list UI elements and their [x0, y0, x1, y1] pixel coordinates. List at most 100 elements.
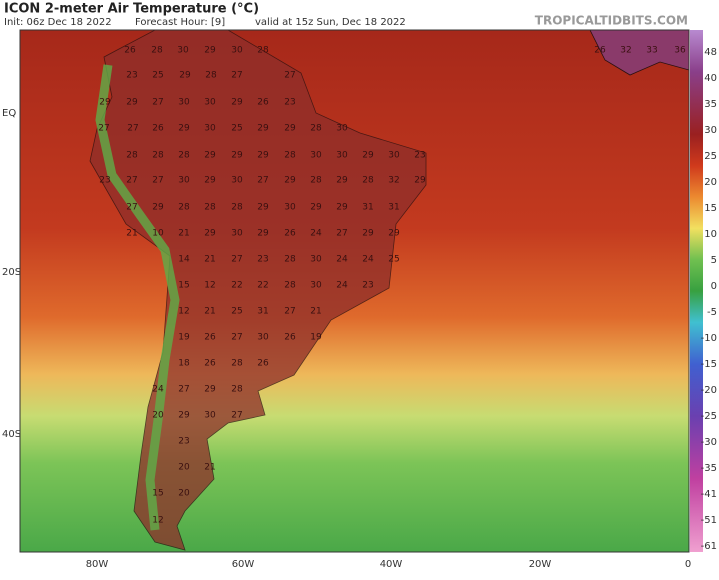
temp-label: 29 [204, 385, 216, 395]
temp-label: 29 [336, 203, 348, 213]
temp-label: 23 [284, 98, 295, 108]
temp-label: 27 [257, 176, 268, 186]
colorbar-label: -5 [707, 307, 717, 318]
colorbar-label: -51 [701, 515, 717, 526]
temp-label: 29 [414, 176, 426, 186]
temp-label: 28 [178, 151, 190, 161]
temp-label: 21 [126, 229, 137, 239]
temp-label: 23 [99, 176, 110, 186]
temp-label: 28 [231, 359, 243, 369]
temp-label: 28 [204, 203, 216, 213]
lon-label: 0 [685, 559, 691, 570]
temp-label: 27 [152, 176, 163, 186]
temp-label: 23 [257, 255, 268, 265]
temp-label: 31 [388, 203, 399, 213]
colorbar-label: -41 [701, 489, 717, 500]
temp-label: 29 [257, 124, 269, 134]
temp-label: 29 [204, 46, 216, 56]
colorbar-label: 5 [711, 255, 717, 266]
temp-label: 23 [362, 281, 373, 291]
colorbar-label: -10 [701, 333, 717, 344]
temp-label: 28 [178, 203, 190, 213]
colorbar-label: 30 [704, 125, 717, 136]
temp-label: 27 [231, 333, 242, 343]
temp-label: 30 [178, 176, 190, 186]
title: ICON 2-meter Air Temperature (°C) [4, 2, 259, 17]
temp-label: 28 [284, 255, 296, 265]
temp-label: 26 [594, 46, 606, 56]
temp-label: 30 [231, 46, 243, 56]
temp-label: 30 [336, 124, 348, 134]
colorbar-label: -20 [701, 385, 717, 396]
temp-label: 25 [152, 71, 163, 81]
temp-label: 27 [336, 229, 347, 239]
temp-label: 27 [231, 255, 242, 265]
watermark: TROPICALTIDBITS.COM [535, 14, 688, 28]
temp-label: 28 [231, 385, 243, 395]
temp-label: 29 [178, 411, 190, 421]
temp-label: 29 [336, 176, 348, 186]
temp-label: 12 [178, 307, 189, 317]
temp-label: 29 [257, 229, 269, 239]
temp-label: 29 [257, 203, 269, 213]
temp-label: 30 [178, 98, 190, 108]
colorbar-label: -15 [701, 359, 717, 370]
temp-label: 20 [178, 489, 190, 499]
colorbar-label: -30 [701, 437, 717, 448]
temp-label: 22 [257, 281, 268, 291]
temp-label: 29 [126, 98, 138, 108]
temp-label: 30 [310, 255, 322, 265]
temp-label: 21 [204, 307, 215, 317]
lat-label: EQ [2, 108, 16, 119]
colorbar-label: 35 [704, 99, 717, 110]
temp-label: 31 [257, 307, 268, 317]
temp-label: 30 [204, 98, 216, 108]
temp-label: 27 [284, 307, 295, 317]
temp-label: 29 [179, 71, 191, 81]
temp-label: 29 [231, 98, 243, 108]
temp-label: 30 [388, 151, 400, 161]
temp-label: 24 [336, 255, 348, 265]
temp-label: 33 [646, 46, 657, 56]
temp-label: 20 [178, 463, 190, 473]
colorbar-label: 0 [711, 281, 717, 292]
temp-label: 24 [336, 281, 348, 291]
temp-label: 36 [674, 46, 686, 56]
temp-label: 23 [126, 71, 137, 81]
temp-label: 28 [310, 124, 322, 134]
temp-label: 19 [178, 333, 190, 343]
lon-label: 60W [232, 559, 255, 570]
temp-label: 24 [310, 229, 322, 239]
temp-label: 27 [152, 98, 163, 108]
temp-label: 25 [231, 307, 242, 317]
temp-label: 26 [257, 98, 269, 108]
temp-label: 29 [284, 124, 296, 134]
temp-label: 29 [388, 229, 400, 239]
temp-label: 25 [388, 255, 399, 265]
forecast-hour: Forecast Hour: [9] [135, 17, 225, 28]
temp-label: 28 [151, 46, 163, 56]
colorbar-label: -61 [701, 541, 717, 552]
temp-label: 27 [126, 176, 137, 186]
temp-label: 12 [152, 516, 163, 526]
temp-label: 28 [362, 176, 374, 186]
temp-label: 26 [257, 359, 269, 369]
colorbar-label: 40 [704, 73, 717, 84]
temp-label: 25 [231, 124, 242, 134]
colorbar-label: 20 [704, 177, 717, 188]
temp-label: 28 [257, 46, 269, 56]
temp-label: 29 [362, 229, 374, 239]
temp-label: 28 [205, 71, 217, 81]
temp-label: 27 [127, 124, 138, 134]
lon-label: 20W [529, 559, 552, 570]
temp-label: 26 [284, 333, 296, 343]
temp-label: 32 [620, 46, 631, 56]
colorbar-label: -35 [701, 463, 717, 474]
temp-label: 30 [336, 151, 348, 161]
temp-label: 29 [178, 124, 190, 134]
temp-label: 29 [231, 151, 243, 161]
temp-label: 27 [231, 411, 242, 421]
valid-time: valid at 15z Sun, Dec 18 2022 [255, 17, 406, 28]
temp-label: 28 [231, 203, 243, 213]
init: Init: 06z Dec 18 2022 [4, 17, 112, 28]
